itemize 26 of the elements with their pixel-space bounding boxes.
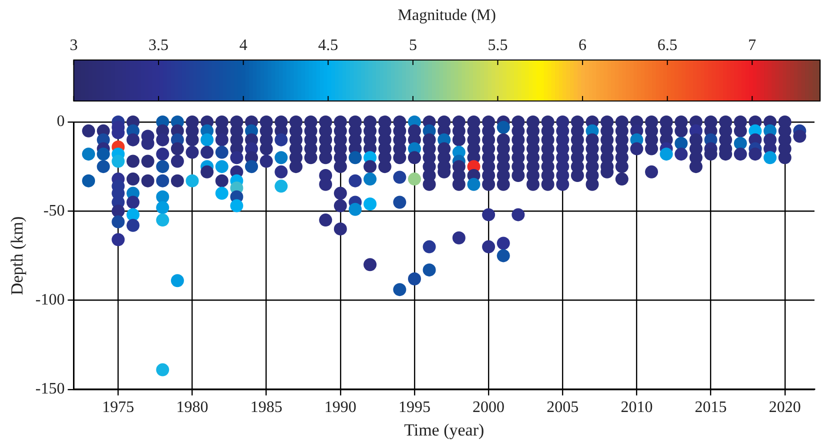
color-bar-label: 4 bbox=[239, 37, 248, 54]
color-bar-label: 5.5 bbox=[488, 37, 508, 54]
color-bar-label: 6.5 bbox=[657, 37, 678, 54]
x-tick-label: 1985 bbox=[250, 399, 282, 416]
y-axis-title: Depth (km) bbox=[8, 216, 27, 296]
y-tick-label: -100 bbox=[35, 291, 65, 308]
color-bar-label: 3 bbox=[70, 37, 78, 54]
x-tick-label: 2000 bbox=[472, 399, 505, 416]
x-axis-title: Time (year) bbox=[404, 420, 484, 440]
y-tick-label: 0 bbox=[56, 113, 65, 130]
x-tick-label: 1980 bbox=[176, 399, 208, 416]
color-bar-title: Magnitude (M) bbox=[398, 7, 496, 24]
x-tick-label: 1975 bbox=[102, 399, 134, 416]
x-tick-label: 1990 bbox=[324, 399, 356, 416]
color-bar-label: 5 bbox=[408, 37, 417, 54]
x-tick-label: 1995 bbox=[398, 399, 430, 416]
y-tick-label: -150 bbox=[35, 380, 65, 398]
color-bar-label: 6 bbox=[578, 37, 587, 54]
y-tick-label: -50 bbox=[43, 202, 65, 220]
x-tick-label: 2020 bbox=[768, 399, 801, 416]
color-bar-label: 4.5 bbox=[318, 37, 338, 54]
color-bar-label: 3.5 bbox=[148, 37, 169, 54]
x-tick-label: 2015 bbox=[694, 399, 727, 416]
x-tick-label: 2010 bbox=[620, 399, 653, 416]
color-bar-label: 7 bbox=[748, 37, 756, 54]
x-tick-label: 2005 bbox=[546, 399, 579, 416]
